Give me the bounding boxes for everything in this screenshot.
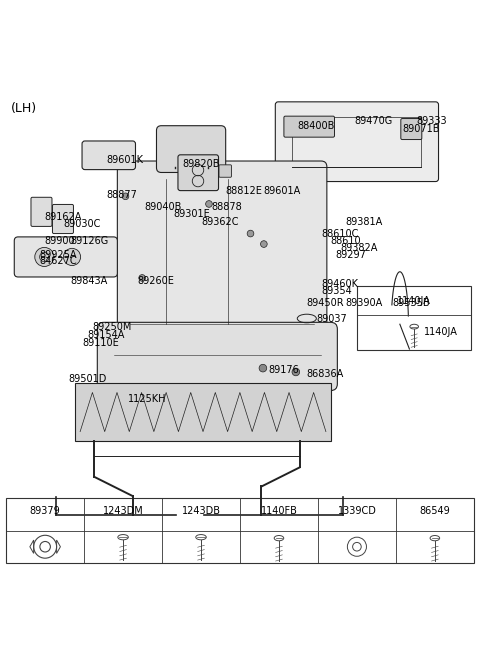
Bar: [357, 286, 471, 351]
FancyBboxPatch shape: [14, 237, 117, 277]
Circle shape: [225, 511, 234, 519]
FancyBboxPatch shape: [117, 161, 327, 342]
Circle shape: [205, 201, 212, 207]
Text: 89037: 89037: [316, 313, 347, 324]
Text: 88812E: 88812E: [226, 186, 263, 195]
Text: 89333: 89333: [417, 116, 447, 126]
FancyBboxPatch shape: [82, 141, 135, 170]
Text: 89071B: 89071B: [402, 124, 440, 134]
Text: 84627C: 84627C: [39, 256, 77, 266]
Text: 1243DB: 1243DB: [181, 505, 220, 516]
Text: 1140JA: 1140JA: [424, 327, 457, 338]
Circle shape: [63, 248, 81, 266]
Circle shape: [292, 368, 300, 376]
Circle shape: [149, 511, 157, 519]
Text: 88610C: 88610C: [321, 228, 359, 239]
Circle shape: [247, 230, 254, 237]
Text: 89900: 89900: [44, 236, 75, 245]
Circle shape: [68, 511, 76, 519]
Text: 88877: 88877: [107, 190, 137, 201]
Text: 86836A: 86836A: [307, 369, 344, 379]
Text: 89030C: 89030C: [63, 219, 101, 229]
Text: 89925A: 89925A: [39, 250, 77, 260]
Text: 88878: 88878: [211, 202, 242, 213]
FancyBboxPatch shape: [97, 322, 337, 391]
Text: 89460K: 89460K: [321, 279, 358, 289]
Text: 89390A: 89390A: [345, 298, 382, 308]
FancyBboxPatch shape: [52, 205, 73, 234]
Text: 1140JA: 1140JA: [397, 295, 431, 305]
Text: 89176: 89176: [269, 365, 300, 374]
Circle shape: [139, 274, 145, 281]
FancyBboxPatch shape: [276, 102, 439, 182]
Circle shape: [261, 241, 267, 247]
Text: 89110E: 89110E: [83, 338, 119, 348]
Bar: [75, 383, 331, 441]
Text: 1140FB: 1140FB: [261, 505, 298, 516]
Text: 86549: 86549: [420, 505, 450, 516]
Text: 1125KH: 1125KH: [128, 394, 167, 404]
Text: 88400B: 88400B: [297, 121, 335, 131]
FancyBboxPatch shape: [219, 165, 231, 177]
FancyBboxPatch shape: [31, 197, 52, 226]
Text: 88610: 88610: [331, 236, 361, 245]
Text: 89535B: 89535B: [393, 298, 431, 308]
Text: 89250M: 89250M: [92, 322, 132, 332]
Text: 89162A: 89162A: [44, 212, 82, 222]
FancyBboxPatch shape: [178, 155, 218, 191]
Text: 89501D: 89501D: [68, 374, 107, 384]
Bar: [6, 498, 474, 563]
Text: 89126G: 89126G: [71, 236, 109, 245]
Circle shape: [35, 247, 54, 266]
Text: 89843A: 89843A: [71, 276, 108, 286]
Text: 1339CD: 1339CD: [337, 505, 376, 516]
Text: 89601A: 89601A: [264, 186, 301, 195]
Text: 89382A: 89382A: [340, 243, 378, 253]
Text: 89601K: 89601K: [107, 155, 144, 164]
Text: 89154A: 89154A: [87, 330, 125, 340]
Circle shape: [319, 511, 328, 519]
FancyBboxPatch shape: [284, 116, 335, 137]
FancyBboxPatch shape: [156, 126, 226, 172]
Text: (LH): (LH): [11, 103, 37, 115]
Text: 89381A: 89381A: [345, 216, 382, 226]
Text: 89297: 89297: [336, 250, 366, 260]
Bar: [292, 116, 421, 166]
Text: 89470G: 89470G: [355, 116, 393, 126]
Text: 89260E: 89260E: [137, 276, 174, 286]
Text: 89379: 89379: [30, 505, 60, 516]
Text: 89362C: 89362C: [202, 216, 240, 226]
Text: 89354: 89354: [321, 286, 352, 296]
Text: 89040B: 89040B: [144, 202, 182, 213]
Circle shape: [122, 193, 129, 199]
Text: 1243DM: 1243DM: [103, 505, 144, 516]
Circle shape: [259, 365, 267, 372]
Text: 89820B: 89820B: [183, 159, 220, 169]
FancyBboxPatch shape: [401, 118, 422, 139]
Text: 89450R: 89450R: [307, 298, 345, 308]
Text: 89301E: 89301E: [173, 209, 210, 220]
